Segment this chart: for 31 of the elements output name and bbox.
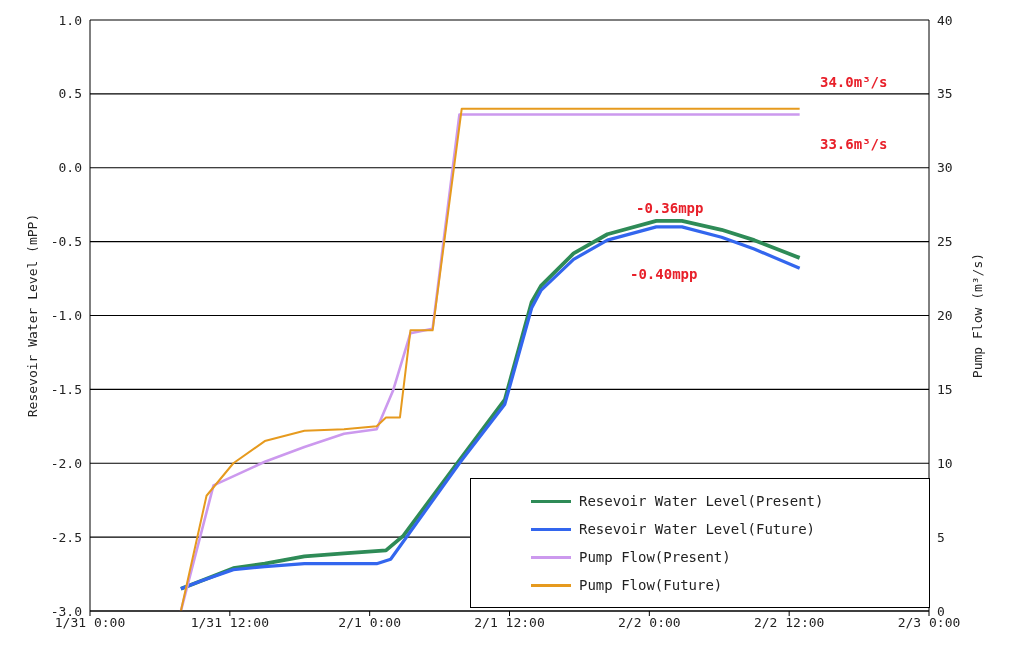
legend-label: Pump Flow(Future) bbox=[579, 577, 723, 593]
legend-label: Resevoir Water Level(Future) bbox=[579, 521, 816, 537]
y-tick-label: -0.5 bbox=[50, 234, 82, 250]
annotation: -0.40mpp bbox=[630, 266, 698, 282]
x-tick-label: 2/1 12:00 bbox=[474, 615, 545, 631]
y2-tick-label: 30 bbox=[937, 160, 953, 176]
y2-tick-label: 25 bbox=[937, 234, 953, 250]
y-axis-title: Resevoir Water Level (mPP) bbox=[24, 213, 40, 418]
x-tick-label: 2/1 0:00 bbox=[338, 615, 401, 631]
annotation: 34.0m³/s bbox=[820, 74, 888, 90]
y2-tick-label: 40 bbox=[937, 12, 953, 28]
y2-tick-label: 10 bbox=[937, 455, 953, 471]
y-tick-label: 0.0 bbox=[58, 160, 82, 176]
y-tick-label: -2.5 bbox=[50, 529, 82, 545]
y-tick-label: -1.5 bbox=[50, 381, 82, 397]
y-tick-label: 0.5 bbox=[58, 86, 82, 102]
y-tick-label: 1.0 bbox=[58, 12, 82, 28]
y2-tick-label: 15 bbox=[937, 381, 953, 397]
x-tick-label: 2/2 12:00 bbox=[753, 615, 825, 631]
y2-tick-label: 35 bbox=[937, 86, 953, 102]
x-tick-label: 1/31 12:00 bbox=[190, 615, 269, 631]
x-tick-label: 2/2 0:00 bbox=[618, 615, 681, 631]
y-tick-label: -1.0 bbox=[50, 308, 82, 324]
y-tick-label: -2.0 bbox=[50, 455, 82, 471]
y2-tick-label: 5 bbox=[937, 529, 945, 545]
annotation: -0.36mpp bbox=[636, 200, 704, 216]
annotation: 33.6m³/s bbox=[820, 136, 888, 152]
legend-label: Resevoir Water Level(Present) bbox=[579, 493, 824, 509]
y2-axis-title: Pump Flow (m³/s) bbox=[969, 252, 985, 379]
y2-tick-label: 20 bbox=[937, 308, 953, 324]
legend-label: Pump Flow(Present) bbox=[579, 549, 731, 565]
